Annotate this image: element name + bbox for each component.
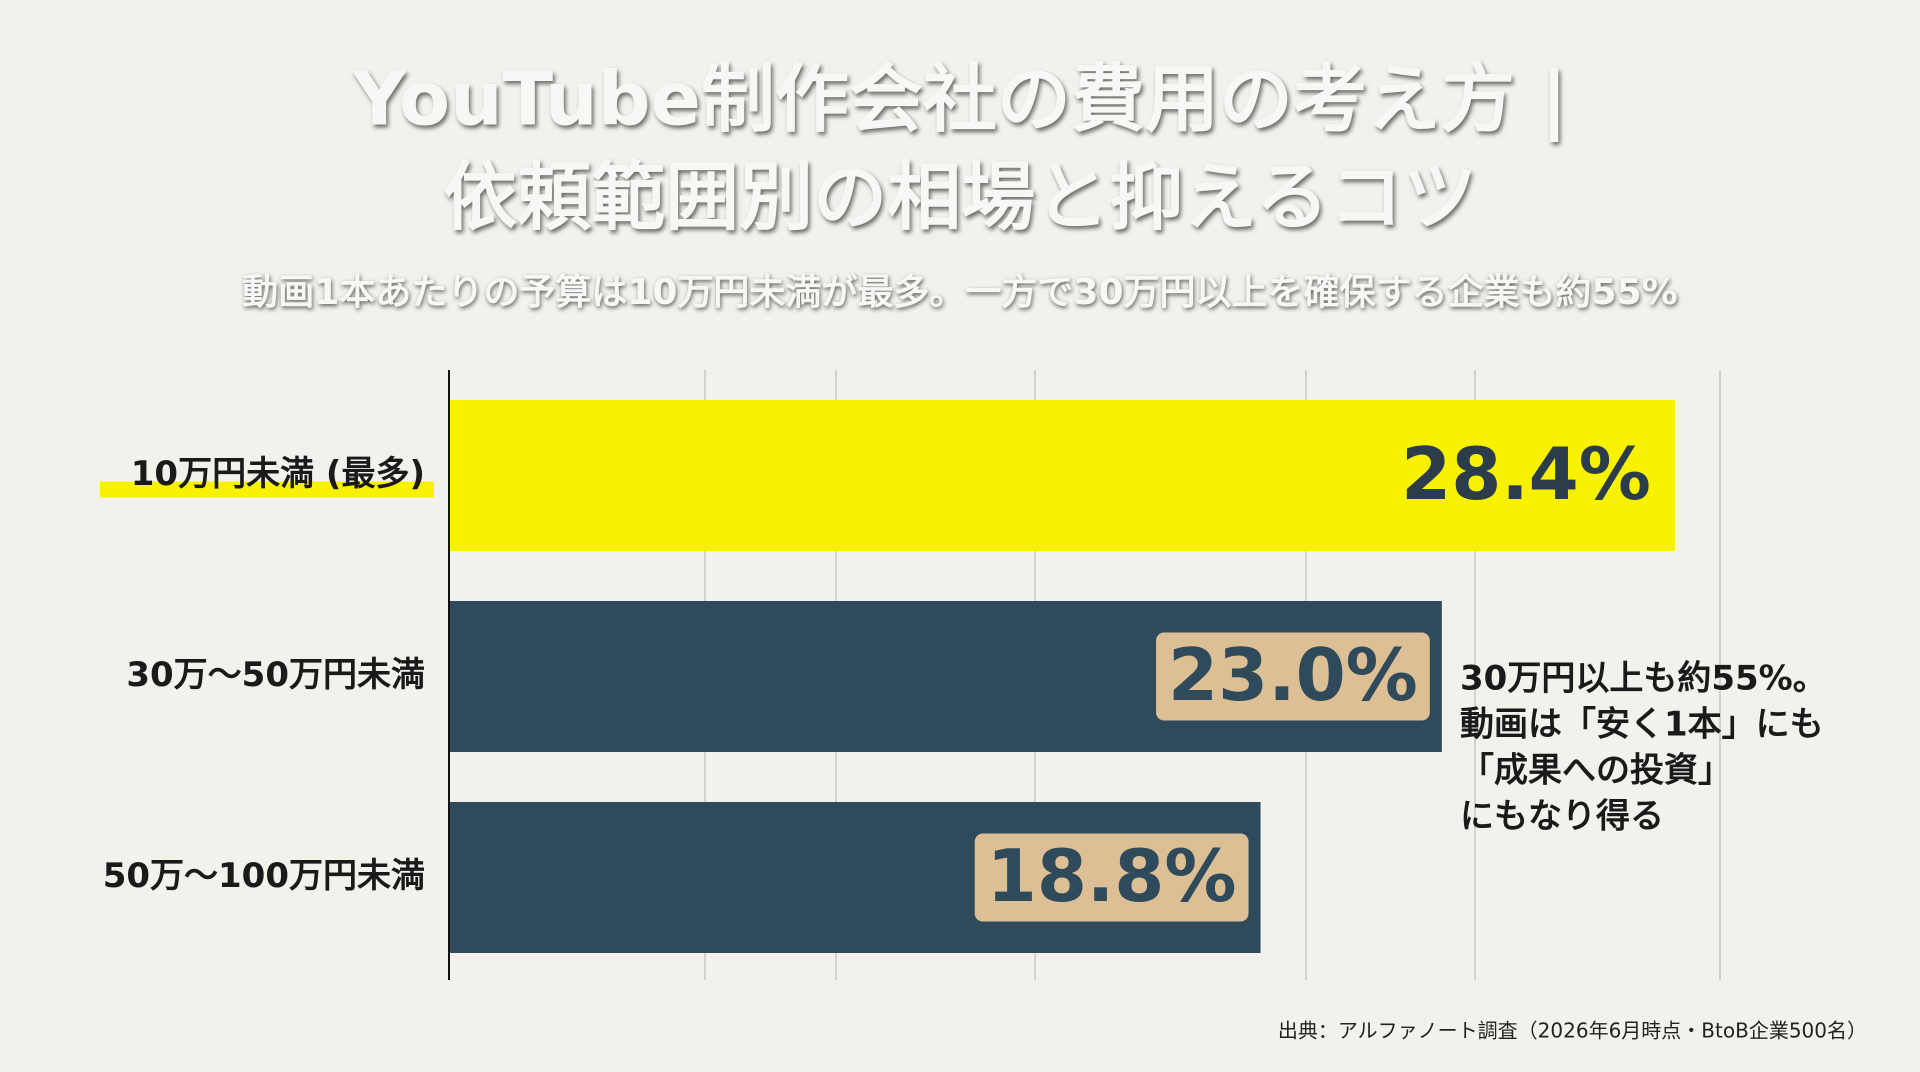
value-label: 28.4% [1401,432,1651,516]
value-label-box [974,833,1249,922]
annotation: にもなり得る [1460,797,1664,837]
bar [449,400,1675,551]
value-label-box [1156,632,1430,721]
annotation: 動画は「安く1本」にも [1460,705,1824,745]
chart-subtitle: 動画1本あたりの予算は10万円未満が最多。一方で30万円以上を確保する企業も約5… [242,271,1677,313]
annotation: 30万円以上も約55%。 [1460,659,1827,699]
category-label: 30万〜50万円未満 [126,655,425,695]
chart-title: 依頼範囲別の相場と抑えるコツ [443,155,1477,241]
annotation: 「成果への投資」 [1460,751,1732,791]
value-label: 18.8% [987,834,1237,918]
category-label: 10万円未満 (最多) [131,454,425,494]
category-label: 50万〜100万円未満 [103,856,425,896]
plot: 10万円未満 (最多) 28.4% 30万〜50万円未満 23.0% 50万〜100万円… [100,400,1827,953]
value-label: 23.0% [1168,633,1418,717]
source: 出典：アルファノート調査（2026年6月時点・BtoB企業500名） [1278,1019,1867,1043]
category-highlight [100,481,434,498]
chart-title: YouTube制作会社の費用の考え方 | [351,57,1567,143]
